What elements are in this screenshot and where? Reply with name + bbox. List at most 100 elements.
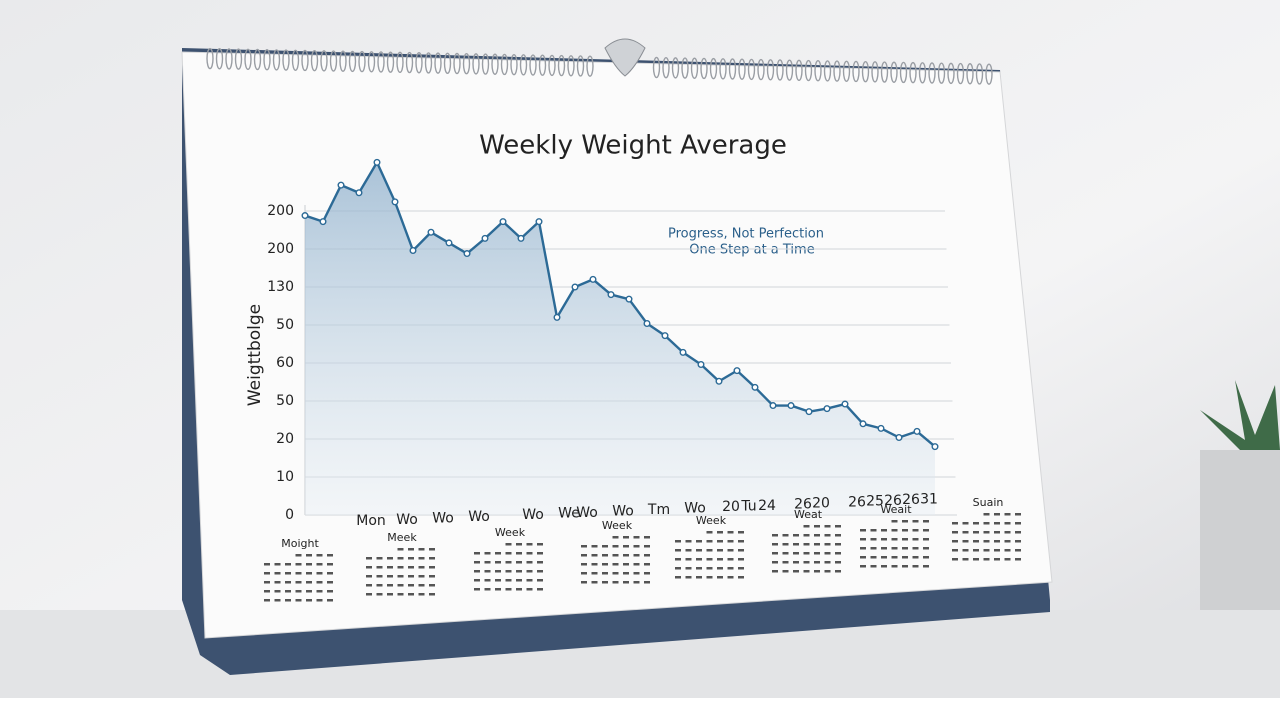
point (823, 405, 831, 413)
calendar-cell (376, 575, 383, 578)
calendar-cell (803, 525, 810, 528)
calendar-cell (994, 522, 1000, 525)
ring (215, 48, 224, 70)
x-tick-label: 26 (848, 494, 866, 510)
calendar-cell (675, 576, 681, 579)
x-tick-label: Wo (612, 503, 634, 519)
calendar-cell (675, 549, 681, 552)
calendar-cell (316, 581, 323, 584)
ring (358, 50, 366, 73)
calendar-cell (285, 563, 291, 566)
calendar-cell (264, 581, 270, 584)
calendar-cell (295, 599, 302, 602)
calendar-cell (994, 549, 1000, 552)
calendar-cell (295, 572, 302, 575)
calendar-cell (516, 543, 522, 546)
point (409, 247, 417, 255)
y-tick-label: 20 (276, 431, 294, 447)
calendar-cell (782, 552, 789, 555)
x-tick-label: 20 (722, 499, 740, 515)
calendar-cell (495, 561, 501, 564)
ring (263, 49, 271, 71)
ring (225, 48, 233, 70)
calendar-cell (983, 531, 990, 534)
ring (842, 60, 851, 82)
calendar-cell (418, 593, 425, 596)
calendar-cell (484, 588, 491, 591)
ring (206, 47, 214, 70)
calendar-cell (891, 547, 898, 550)
calendar-cell (505, 579, 512, 582)
ring (975, 63, 984, 85)
point (535, 218, 543, 226)
calendar-cell (814, 561, 820, 564)
point (319, 218, 327, 226)
calendar-cell (860, 556, 866, 559)
calendar-cell (685, 576, 692, 579)
x-tick-label: 24 (758, 498, 776, 514)
ring (814, 60, 822, 82)
point (517, 234, 525, 242)
calendar-cell (581, 554, 587, 557)
calendar-cell (706, 531, 713, 534)
point (481, 234, 489, 242)
calendar-cell (633, 563, 640, 566)
ring (795, 59, 803, 82)
calendar-cell (591, 554, 598, 557)
ring (823, 60, 832, 82)
point (715, 377, 723, 385)
calendar-cell (623, 554, 629, 557)
calendar-cell (793, 552, 799, 555)
calendar-cell (923, 547, 929, 550)
calendar-cell (274, 563, 281, 566)
ring (766, 59, 775, 81)
calendar-cell (327, 590, 333, 593)
calendar-cell (274, 590, 281, 593)
calendar-cell (306, 590, 312, 593)
point (679, 348, 687, 356)
calendar-cell (685, 540, 692, 543)
point (751, 383, 759, 391)
calendar-heading: Week (602, 519, 633, 532)
calendar-cell (675, 558, 681, 561)
calendar-cell (581, 572, 587, 575)
calendar-cell (814, 552, 820, 555)
calendar-cell (633, 572, 640, 575)
calendar-cell (835, 543, 841, 546)
calendar-cell (717, 576, 723, 579)
calendar-cell (782, 534, 789, 537)
calendar-cell (870, 538, 877, 541)
calendar-cell (285, 599, 291, 602)
calendar-cell (429, 548, 435, 551)
calendar-cell (923, 529, 929, 532)
calendar-cell (727, 531, 734, 534)
calendar-cell (696, 558, 702, 561)
calendar-cell (717, 549, 723, 552)
y-tick-label: 200 (267, 203, 294, 219)
calendar-cell (824, 543, 831, 546)
point (895, 433, 903, 441)
calendar-cell (408, 557, 414, 560)
calendar-cell (474, 588, 480, 591)
x-tick-label: Wo (522, 507, 544, 523)
calendar-cell (706, 549, 713, 552)
calendar-cell (295, 563, 302, 566)
ring (405, 51, 414, 74)
x-tick-label: Wo (684, 501, 706, 517)
calendar-cell (793, 543, 799, 546)
calendar-cell (973, 522, 979, 525)
point (445, 239, 453, 247)
calendar-cell (316, 563, 323, 566)
annotation: One Step at a Time (689, 243, 814, 258)
calendar-cell (612, 563, 619, 566)
calendar-cell (983, 513, 990, 516)
calendar-cell (602, 554, 608, 557)
point (733, 367, 741, 375)
calendar-cell (696, 540, 702, 543)
ring (709, 57, 718, 80)
calendar-cell (418, 584, 425, 587)
calendar-cell (881, 529, 887, 532)
calendar-cell (717, 531, 723, 534)
calendar-cell (1004, 549, 1011, 552)
calendar-cell (623, 572, 629, 575)
